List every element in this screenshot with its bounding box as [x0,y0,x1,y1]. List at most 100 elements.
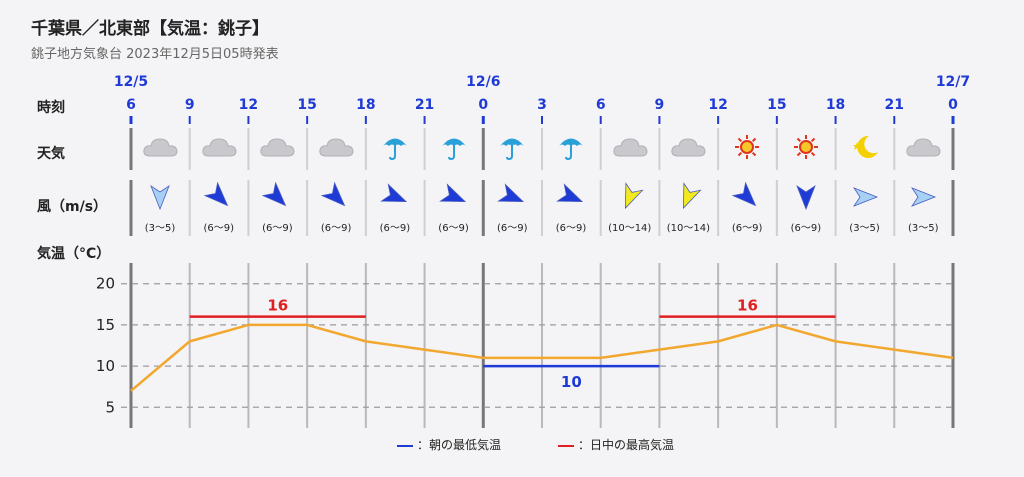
weather-cell [777,129,835,169]
legend-min: ：朝の最低気温 [397,436,501,453]
wind-cell: (3〜5) [131,180,189,236]
hour-label: 18 [825,97,846,113]
wind-speed-label: (3〜5) [144,223,176,234]
wind-speed-label: (6〜9) [379,223,411,234]
weather-cell [190,129,248,169]
weather-cell [366,129,424,169]
wind-arrow-icon [791,182,821,212]
cloud-icon [904,136,942,162]
weather-cell [307,129,365,169]
wind-arrow-icon [203,181,234,212]
wind-cell: (6〜9) [718,180,776,236]
wind-speed-label: (6〜9) [790,223,822,234]
y-tick-label: 15 [96,316,115,334]
hour-label: 12 [238,97,259,113]
legend-min-label: ：朝の最低気温 [417,438,502,452]
umbrella-icon [556,133,586,165]
wind-speed-label: (3〜5) [908,223,939,234]
hour-label: 15 [297,97,317,113]
wind-speed-label: (6〜9) [262,223,293,234]
hour-label: 6 [126,97,136,113]
wind-speed-label: (3〜5) [849,223,880,234]
legend-min-swatch [397,444,413,447]
wind-speed-label: (10〜14) [666,223,711,234]
hour-label: 0 [478,97,489,113]
wind-speed-label: (6〜9) [438,223,469,234]
temp-row-label: 気温（°C） [37,246,111,262]
weather-cell [248,129,306,169]
weather-cell [483,129,541,169]
hour-label: 12 [708,97,728,113]
hour-label: 21 [414,97,435,113]
wind-row-label: 風（m/s） [37,199,108,215]
wind-arrow-icon [908,182,938,212]
legend-max-label: ：日中の最高気温 [578,438,675,452]
sun-icon [733,133,761,165]
page-subtitle: 銚子地方気象台 2023年12月5日05時発表 [31,47,279,62]
wind-arrow-icon [379,182,410,212]
wind-cell: (10〜14) [659,180,717,236]
wind-cell: (3〜5) [894,180,952,236]
wind-speed-label: (6〜9) [497,223,528,234]
wind-cell: (6〜9) [307,180,365,236]
max-temp-label: 16 [267,297,288,315]
hour-label: 18 [356,97,376,113]
wind-cell: (6〜9) [777,180,835,236]
umbrella-icon [380,133,410,165]
hour-label: 3 [537,97,547,113]
umbrella-icon [497,133,527,165]
wind-arrow-icon [556,182,586,212]
wind-cell: (6〜9) [248,180,306,236]
moon-icon [850,133,880,165]
page-title: 千葉県／北東部【気温：銚子】 [31,19,269,39]
wind-speed-label: (6〜9) [320,223,352,234]
wind-arrow-icon [320,181,351,212]
wind-arrow-icon [850,182,880,212]
wind-arrow-icon [731,181,762,212]
cloud-icon [317,136,355,162]
wind-arrow-icon [145,182,175,212]
cloud-icon [611,136,649,162]
sun-icon [792,133,820,165]
weather-cell [836,129,894,169]
date-label: 12/6 [466,74,501,90]
cloud-icon [669,136,707,162]
wind-speed-label: (6〜9) [203,223,234,234]
wind-cell: (10〜14) [601,180,659,236]
hour-label: 15 [767,97,787,113]
weather-row-label: 天気 [37,146,65,162]
wind-arrow-icon [615,182,645,212]
wind-cell: (6〜9) [366,180,424,236]
weather-cell [601,129,659,169]
y-tick-label: 10 [96,357,115,375]
hour-label: 9 [654,97,665,113]
y-tick-label: 20 [96,275,115,293]
wind-speed-label: (6〜9) [555,223,587,234]
cloud-icon [258,136,296,162]
y-tick-label: 5 [105,398,115,416]
weather-cell [425,129,483,169]
weather-cell [894,129,952,169]
hour-label: 9 [184,97,195,113]
wind-speed-label: (10〜14) [608,223,652,234]
umbrella-icon [439,133,469,165]
wind-speed-label: (6〜9) [731,223,763,234]
wind-cell: (6〜9) [190,180,248,236]
date-label: 12/5 [113,74,149,90]
weather-cell [542,129,600,169]
wind-arrow-icon [497,182,527,212]
weather-cell [718,129,776,169]
wind-arrow-icon [261,181,292,212]
hour-label: 21 [884,97,905,113]
wind-arrow-icon [673,182,703,212]
min-temp-label: 10 [561,373,582,391]
legend-max: ：日中の最高気温 [558,436,674,453]
wind-arrow-icon [438,182,469,212]
wind-cell: (3〜5) [836,180,894,236]
wind-cell: (6〜9) [542,180,600,236]
hour-label: 6 [595,97,606,113]
hour-label: 0 [948,97,958,113]
date-label: 12/7 [935,74,971,90]
cloud-icon [200,136,238,162]
